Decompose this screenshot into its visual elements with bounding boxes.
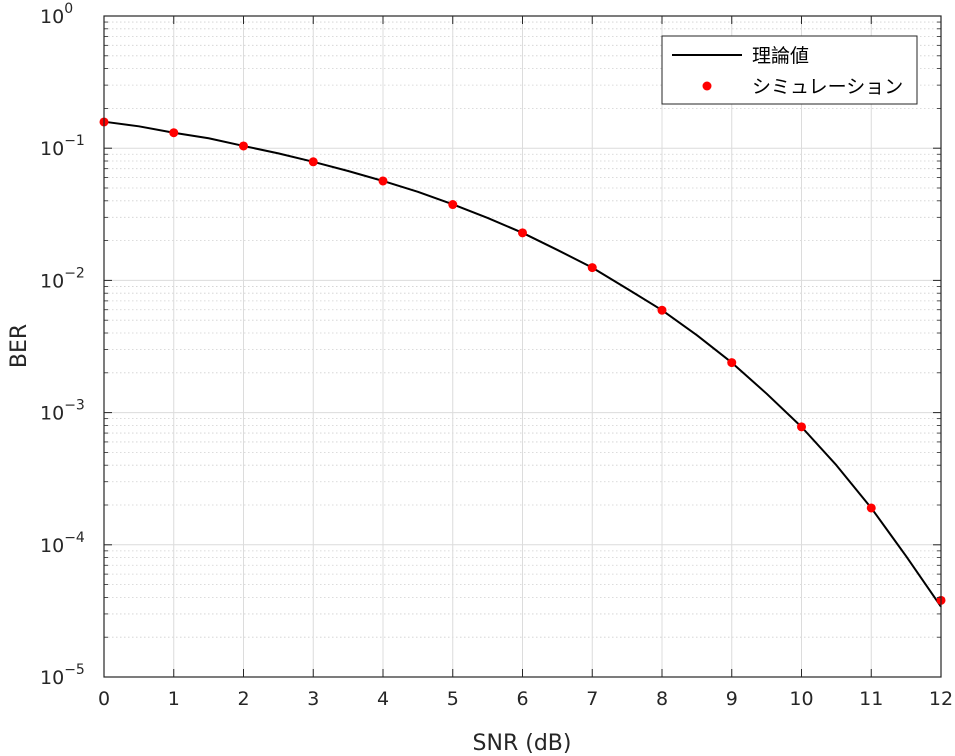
x-tick-label: 5: [447, 688, 459, 710]
simulation-point: [866, 503, 876, 513]
legend: 理論値 シミュレーション: [661, 35, 918, 105]
simulation-point: [727, 358, 737, 368]
y-tick-label: 10−2: [40, 265, 85, 292]
y-tick-label: 10−4: [40, 530, 85, 557]
y-tick-exponent: −1: [64, 133, 85, 149]
x-tick-label: 4: [377, 688, 389, 710]
x-tick-label: 1: [168, 688, 180, 710]
y-tick-label: 100: [40, 1, 73, 28]
x-tick-label: 10: [789, 688, 813, 710]
y-tick-labels: 100 10−1 10−2 10−3 10−4 10−5: [40, 1, 85, 689]
x-tick-label: 3: [307, 688, 319, 710]
legend-box: [661, 35, 918, 105]
simulation-point: [797, 422, 806, 432]
simulation-point: [448, 200, 458, 210]
x-tick-label: 9: [726, 688, 738, 710]
y-tick-exponent: −4: [64, 530, 85, 546]
series-layer: [99, 117, 946, 608]
simulation-point: [587, 263, 597, 273]
x-tick-labels: 0 1 2 3 4 5 6 7 8 9 10 11 12: [98, 688, 953, 710]
x-tick-label: 6: [516, 688, 528, 710]
x-tick-label: 11: [859, 688, 883, 710]
simulation-point: [308, 157, 318, 167]
x-tick-label: 8: [656, 688, 668, 710]
axis-ticks: [103, 15, 942, 678]
simulation-point: [169, 128, 179, 138]
simulation-point: [657, 305, 667, 315]
x-axis-label: SNR (dB): [473, 731, 572, 756]
simulation-point: [518, 228, 527, 238]
y-tick-exponent: −3: [64, 398, 85, 414]
y-tick-exponent: −5: [64, 662, 85, 678]
y-tick-label: 10−1: [40, 133, 85, 160]
simulation-point: [378, 176, 388, 186]
x-tick-label: 12: [929, 688, 953, 710]
simulation-point: [239, 141, 248, 151]
y-tick-exponent: −2: [64, 265, 85, 281]
y-tick-label: 10−3: [40, 398, 85, 425]
y-axis-label: BER: [7, 324, 32, 368]
x-tick-label: 0: [98, 688, 110, 710]
x-tick-label: 7: [586, 688, 598, 710]
legend-label-simulation: シミュレーション: [752, 76, 903, 98]
y-tick-label: 10−5: [40, 662, 85, 689]
x-tick-label: 2: [237, 688, 249, 710]
legend-marker-swatch: [702, 81, 712, 91]
legend-label-theory: 理論値: [752, 45, 809, 67]
y-tick-exponent: 0: [64, 1, 73, 17]
